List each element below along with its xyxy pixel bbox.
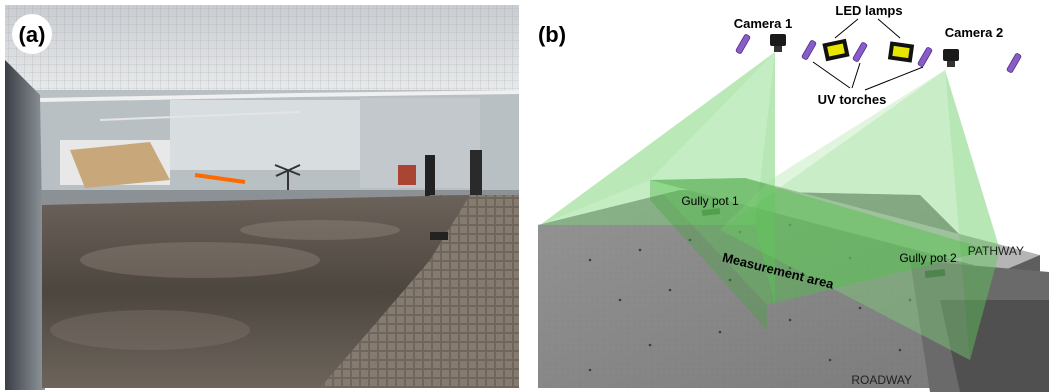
schematic-diagram: (b) [538,3,1049,392]
tiled-pathway [320,195,519,388]
uv-torches-label: UV torches [818,92,887,107]
gully-pot-1-grate [701,208,721,216]
panel-a-label: (a) [19,22,46,47]
panel-a-photo: (a) [0,0,524,392]
pathway-label: PATHWAY [968,244,1024,258]
uv-torch-icon [1006,53,1022,73]
facility-photo: (a) [5,5,520,390]
gully-pot-2-grate [924,268,946,279]
pathway-strip [650,178,1040,272]
panel-a-label-badge [12,14,52,54]
uv-torch-icon [735,34,751,54]
test-platform [538,178,1049,392]
camera-1-label: Camera 1 [734,16,793,31]
camera-1-icon [770,34,786,52]
uv-torch-icon [917,47,933,67]
measurement-area-box [650,178,990,330]
gully-pot-2-label: Gully pot 2 [899,251,957,265]
panel-b-label: (b) [538,22,566,47]
uv-torch-icon [801,40,817,60]
left-wall [5,60,45,390]
gully-pot-1-label: Gully pot 1 [681,194,739,208]
led-lamp-right-icon [887,41,915,63]
camera-1-field-of-view [540,52,775,305]
panel-b-schematic: (b) [530,0,1049,392]
flooded-surface [42,195,470,388]
camera-2-field-of-view [720,70,1000,360]
uv-torch-icon [852,42,868,62]
camera-2-label: Camera 2 [945,25,1004,40]
led-lamp-left-icon [822,38,850,62]
drain-grate [430,232,448,240]
led-lamps-label: LED lamps [835,3,902,18]
camera-2-icon [943,49,959,67]
roadway-label: ROADWAY [851,373,912,387]
